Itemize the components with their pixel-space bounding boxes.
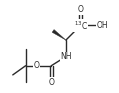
Text: OH: OH: [96, 21, 108, 30]
Text: O: O: [78, 5, 84, 14]
Text: NH: NH: [60, 52, 72, 61]
Polygon shape: [52, 30, 66, 40]
Text: $^{13}$C: $^{13}$C: [74, 19, 88, 32]
Text: O: O: [48, 78, 54, 87]
Text: O: O: [34, 61, 40, 70]
